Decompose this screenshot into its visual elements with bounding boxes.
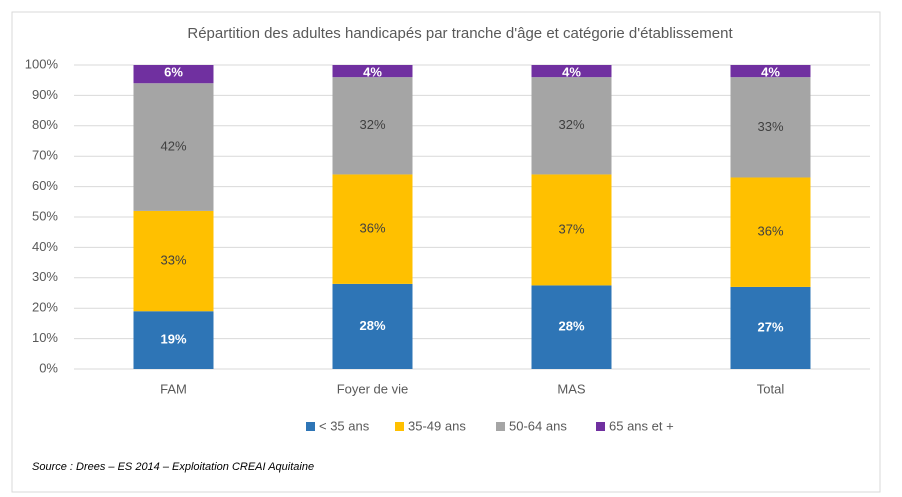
- bar-segment: [730, 177, 811, 287]
- y-tick-label: 10%: [32, 330, 58, 345]
- y-tick-label: 40%: [32, 239, 58, 254]
- legend-label: 50-64 ans: [509, 418, 567, 433]
- y-tick-label: 60%: [32, 178, 58, 193]
- y-tick-label: 70%: [32, 148, 58, 163]
- y-tick-label: 20%: [32, 300, 58, 315]
- data-label: 32%: [359, 117, 385, 132]
- data-label: 36%: [757, 224, 783, 239]
- data-label: 42%: [160, 139, 186, 154]
- y-tick-label: 90%: [32, 87, 58, 102]
- data-label: 32%: [558, 117, 584, 132]
- data-label: 28%: [558, 319, 584, 334]
- data-label: 36%: [359, 221, 385, 236]
- legend-swatch: [306, 422, 315, 431]
- bar-segment: [133, 65, 214, 84]
- data-label: 33%: [757, 119, 783, 134]
- y-tick-label: 50%: [32, 208, 58, 223]
- legend-swatch: [596, 422, 605, 431]
- chart-title: Répartition des adultes handicapés par t…: [187, 25, 733, 42]
- bar-segment: [332, 65, 413, 78]
- y-tick-label: 100%: [25, 56, 59, 71]
- bar-segment: [531, 285, 612, 369]
- bar-segment: [332, 283, 413, 369]
- legend-label: 65 ans et +: [609, 418, 674, 433]
- legend-label: 35-49 ans: [408, 418, 466, 433]
- x-tick-label: Total: [757, 381, 785, 396]
- bar-segment: [133, 311, 214, 369]
- bar-segment: [531, 77, 612, 175]
- x-tick-label: FAM: [160, 381, 187, 396]
- bar-segment: [332, 174, 413, 284]
- bar-segment: [531, 65, 612, 78]
- legend-swatch: [395, 422, 404, 431]
- data-label: 19%: [160, 332, 186, 347]
- data-label: 4%: [761, 64, 780, 79]
- data-label: 37%: [558, 221, 584, 236]
- x-tick-label: MAS: [557, 381, 586, 396]
- legend-swatch: [496, 422, 505, 431]
- bar-segment: [730, 65, 811, 78]
- data-label: 4%: [363, 64, 382, 79]
- x-tick-label: Foyer de vie: [337, 381, 409, 396]
- bar-segment: [133, 210, 214, 312]
- data-label: 6%: [164, 64, 183, 79]
- data-label: 27%: [757, 319, 783, 334]
- bar-segment: [531, 174, 612, 286]
- bar-segment: [332, 77, 413, 175]
- y-tick-label: 80%: [32, 117, 58, 132]
- legend-label: < 35 ans: [319, 418, 370, 433]
- y-tick-label: 0%: [39, 360, 58, 375]
- y-tick-label: 30%: [32, 269, 58, 284]
- data-label: 33%: [160, 253, 186, 268]
- data-label: 4%: [562, 64, 581, 79]
- bar-segment: [730, 77, 811, 178]
- source-note: Source : Drees – ES 2014 – Exploitation …: [32, 461, 314, 473]
- data-label: 28%: [359, 318, 385, 333]
- bar-segment: [133, 83, 214, 211]
- bar-segment: [730, 286, 811, 369]
